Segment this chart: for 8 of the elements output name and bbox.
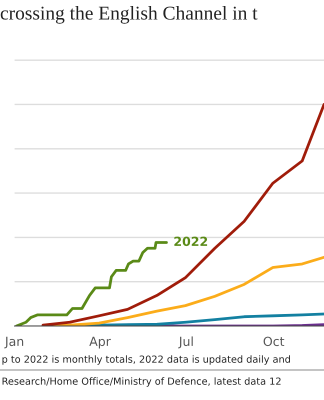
x-tick-label: Jul — [178, 336, 193, 348]
x-tick-label: Oct — [264, 336, 284, 346]
x-tick-label: Jan — [4, 336, 24, 348]
text: Research/Home Office/Ministry of Defence, latest data 12 — [2, 377, 281, 387]
x-tick-label: Apr — [89, 336, 111, 349]
chart-title: crossing the English Channel in t — [0, 6, 258, 24]
series-label: 2022 — [174, 236, 208, 246]
text: p to 2022 is monthly totals, 2022 data is updated daily and — [2, 355, 290, 365]
